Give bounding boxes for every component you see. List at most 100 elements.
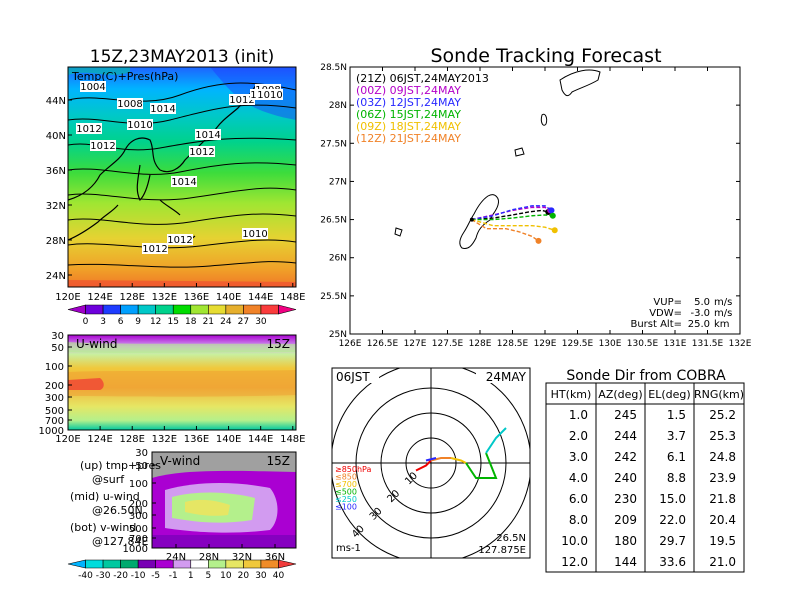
colorbar-swatch [67,304,86,315]
v-colorbar-swatch [172,559,192,569]
temp-colorbar: 0 3 6 9 12 15 18 21 24 27 30 [67,304,297,327]
v-colorbar-swatch [190,559,209,569]
u-pressure-label: 100 [45,362,64,373]
track-param-unit: m/s [714,297,732,308]
track-param-unit: m/s [714,308,732,319]
table-cell: 1.5 [667,408,686,422]
table-cell: 20.4 [709,513,736,527]
v-colorbar-tick-label: 10 [220,571,232,581]
v-lat-label: 32N [232,552,252,563]
sonde-table-title: Sonde Dir from COBRA [566,368,726,384]
hodograph-line [415,459,432,472]
hodograph-legend-entry: ≤850 [335,473,357,482]
v-colorbar-swatch [85,559,104,569]
v-wind-title: V-wind [160,454,200,468]
tracking-frame [349,66,741,335]
track-lon-label: 127E [404,339,427,349]
table-cell: 180 [614,534,637,548]
colorbar-swatch [85,304,104,315]
v-pressure-label: 500 [129,524,148,535]
track-lon-label: 131E [664,339,687,349]
u-pressure-label: 700 [45,416,64,427]
track-param-value: 5.0 [694,297,710,308]
track-lon-label: 128.5E [497,339,529,349]
note-mid-a: (mid) u-wind [70,490,140,503]
u-lon-label: 148E [280,434,305,445]
v-pressure-label: 100 [129,479,148,490]
colorbar-swatch [225,304,244,315]
hodograph-lon: 127.875E [478,545,526,556]
table-cell: 245 [614,408,637,422]
table-cell: 209 [614,513,637,527]
v-colorbar-swatch [208,559,227,569]
v-pressure-label: 50 [135,461,148,472]
hodograph-line [430,457,451,462]
map-label: Temp(C)+Pres(hPa) [71,70,178,83]
track-line [471,205,552,221]
v-colorbar-tick-label: 30 [255,571,267,581]
u-pressure-label: 200 [45,381,64,392]
track-param-label: VDW= [649,308,682,319]
colorbar-tick-label: 18 [185,317,197,327]
map-lat-label: 24N [46,271,66,282]
tracking-title: Sonde Tracking Forecast [430,45,661,67]
u-wind-lon-ticks: 120E 124E 128E 132E 136E 140E 144E 148E [55,426,305,445]
track-endpoint [549,212,556,219]
v-pressure-label: 1000 [123,544,148,555]
colorbar-tick-label: 9 [135,317,141,327]
table-cell: 21.0 [709,555,736,569]
hodograph-legend-entry: ≤250 [335,495,357,504]
v-colorbar-swatch [260,559,279,569]
colorbar-swatch [137,304,156,315]
u-wind-frame [67,334,297,431]
table-cell: 29.7 [659,534,686,548]
u-wind-time: 15Z [267,337,291,351]
track-legend-entry: (12Z) 21JST,24MAY [356,132,461,145]
map-lon-ticks: 120E 124E 128E 132E 136E 140E 144E 148E [55,283,305,303]
colorbar-swatch [120,304,139,315]
island-tokuno [514,147,525,157]
v-pressure-label: 700 [129,534,148,545]
note-bot-a: (bot) v-wind [70,521,136,534]
track-lat-label: 26.5N [320,216,347,226]
v-colorbar-tick-label: -10 [131,571,146,581]
v-lat-label: 36N [265,552,285,563]
tracking-legend: (21Z) 06JST,24MAY2013(00Z) 09JST,24MAY(0… [356,72,489,145]
island-kyushu [559,69,601,97]
v-wind-frame [151,451,297,549]
hodograph-time: 06JST [336,370,370,384]
v-colorbar-tick-label: -40 [78,571,93,581]
v-colorbar-swatch [225,559,244,569]
table-cell: 4.0 [569,471,588,485]
colorbar-swatch [208,304,227,315]
colorbar-tick-label: 27 [238,317,249,327]
pressure-label: 1010 [242,229,267,240]
map-lat-label: 44N [46,96,66,107]
coastline [68,84,257,241]
u-lon-label: 124E [87,434,112,445]
map-lat-label: 40N [46,131,66,142]
map-title: 15Z,23MAY2013 (init) [90,47,275,67]
track-lon-label: 126.5E [367,339,399,349]
v-pressure-label: 300 [129,511,148,522]
v-colorbar-swatch [155,559,174,569]
v-wind-features [152,470,296,548]
panel-notes: (up) tmp+pres @surf (mid) u-wind @26.50N… [70,459,161,548]
colorbar-swatch [190,304,209,315]
table-cell: 33.6 [659,555,686,569]
pressure-label: 1014 [150,104,175,115]
track-lat-label: 27.5N [320,139,347,149]
map-lon-label: 120E [55,292,80,303]
track-lon-label: 128E [469,339,492,349]
u-pressure-label: 50 [51,343,64,354]
u-wind-features [68,342,296,397]
u-lon-label: 136E [184,434,209,445]
island-amami [540,113,548,126]
u-pressure-label: 300 [45,393,64,404]
colorbar-tick-label: 24 [220,317,232,327]
v-colorbar-swatch [137,559,156,569]
island-kerama [394,227,403,237]
